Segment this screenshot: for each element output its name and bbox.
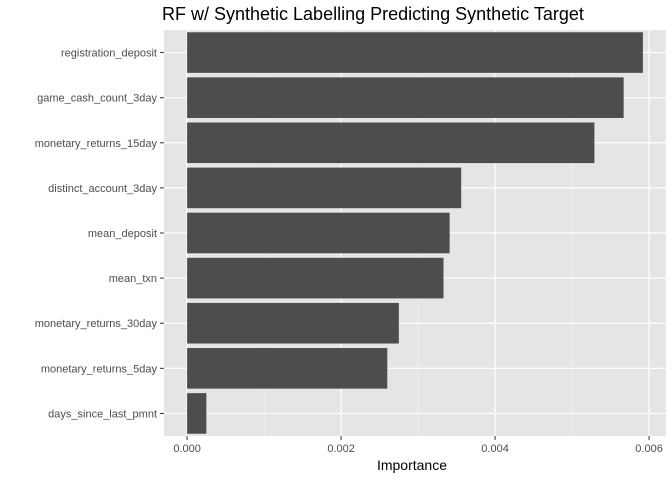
bar-game_cash_count_3day [187, 77, 624, 118]
bar-registration_deposit [187, 32, 643, 73]
y-tick-label: monetary_returns_15day [35, 138, 158, 150]
y-tick-label: game_cash_count_3day [37, 93, 157, 105]
bar-days_since_last_pmnt [187, 393, 207, 434]
bar-mean_deposit [187, 212, 450, 254]
y-tick-label: mean_txn [109, 273, 157, 285]
y-tick-label: registration_deposit [61, 48, 157, 60]
bar-monetary_returns_5day [187, 348, 388, 389]
y-tick-label: mean_deposit [88, 228, 157, 240]
y-tick-label: monetary_returns_5day [41, 363, 158, 375]
bar-mean_txn [187, 257, 444, 299]
chart-title: RF w/ Synthetic Labelling Predicting Syn… [162, 4, 584, 24]
y-tick-label: monetary_returns_30day [35, 318, 158, 330]
bar-monetary_returns_30day [187, 302, 399, 344]
axes: registration_deposit game_cash_count_3day… [35, 48, 663, 455]
x-tick-label: 0.004 [481, 443, 509, 455]
y-tick-label: days_since_last_pmnt [48, 408, 157, 420]
bars [187, 32, 643, 434]
y-tick-label: distinct_account_3day [48, 183, 157, 195]
x-tick-label: 0.000 [173, 443, 201, 455]
x-tick-label: 0.006 [635, 443, 663, 455]
x-axis-title: Importance [377, 457, 447, 473]
x-tick-label: 0.002 [327, 443, 355, 455]
bar-distinct_account_3day [187, 167, 462, 209]
bar-monetary_returns_15day [187, 122, 595, 164]
